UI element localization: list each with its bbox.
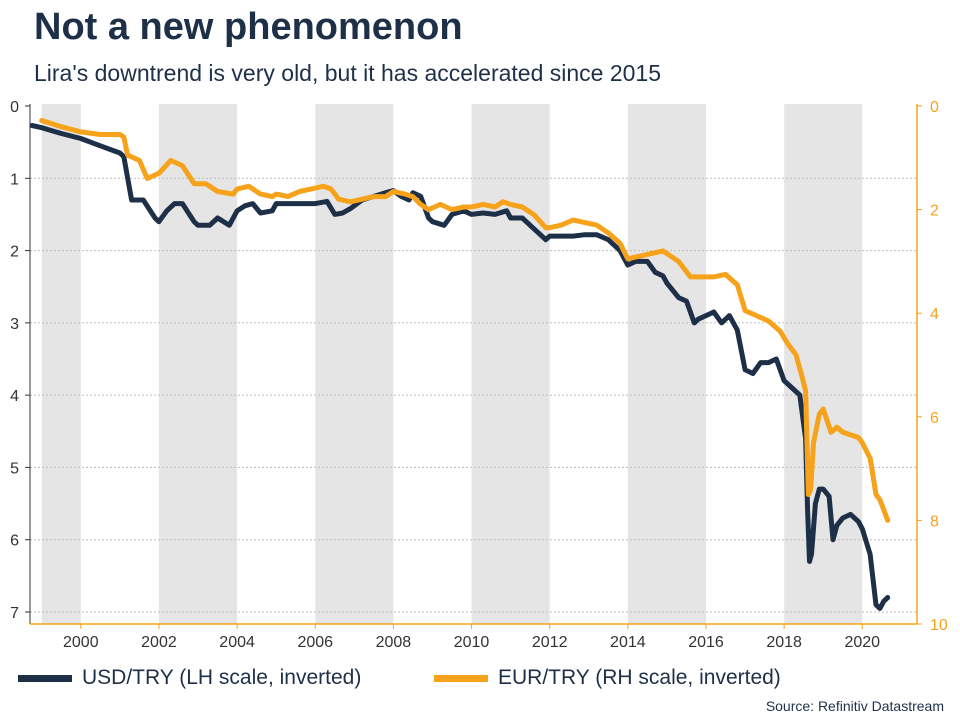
y-right-ticks: 0 2 4 6 8 10 [917, 99, 948, 634]
series-lines [29, 118, 891, 611]
x-tick-label-1: 2002 [141, 634, 177, 651]
x-tick-label-5: 2010 [454, 634, 490, 651]
y-left-tick-label-1: 1 [10, 171, 19, 188]
legend-swatch-usd [18, 674, 72, 682]
y-left-tick-label-7: 7 [10, 605, 19, 622]
shade-band-0 [41, 104, 81, 624]
y-left-tick-label-3: 3 [10, 316, 19, 333]
y-right-tick-label-5: 10 [930, 617, 948, 634]
legend-item-usd: USD/TRY (LH scale, inverted) [18, 666, 361, 690]
shade-band-3 [471, 104, 550, 624]
y-right-tick-label-1: 2 [930, 203, 939, 220]
y-left-tick-label-0: 0 [10, 99, 19, 116]
x-tick-label-7: 2014 [610, 634, 646, 651]
chart-subtitle: Lira's downtrend is very old, but it has… [34, 60, 662, 86]
source-note: Source: Refinitiv Datastream [765, 698, 944, 714]
y-left-tick-label-4: 4 [10, 388, 19, 405]
y-right-tick-label-2: 4 [930, 306, 939, 323]
x-tick-label-8: 2016 [688, 634, 724, 651]
y-left-ticks: 0 1 2 3 4 5 6 7 [10, 99, 30, 622]
y-right-tick-label-3: 6 [930, 410, 939, 427]
y-left-tick-label-5: 5 [10, 460, 19, 477]
y-left-tick-label-6: 6 [10, 533, 19, 550]
y-left-tick-label-2: 2 [10, 244, 19, 261]
legend-item-eur: EUR/TRY (RH scale, inverted) [434, 666, 781, 690]
y-right-tick-label-0: 0 [930, 99, 939, 116]
shaded-periods [41, 104, 863, 624]
legend-label-usd: USD/TRY (LH scale, inverted) [82, 666, 362, 689]
shade-band-4 [627, 104, 706, 624]
chart-title: Not a new phenomenon [34, 6, 463, 48]
legend-label-eur: EUR/TRY (RH scale, inverted) [498, 666, 781, 689]
x-tick-label-3: 2006 [297, 634, 333, 651]
series-line-eur-try [39, 118, 891, 523]
x-tick-label-0: 2000 [63, 634, 99, 651]
x-tick-label-9: 2018 [766, 634, 802, 651]
shade-band-5 [784, 104, 863, 624]
axes [29, 104, 918, 625]
x-tick-label-2: 2004 [219, 634, 255, 651]
shade-band-2 [315, 104, 394, 624]
x-tick-label-4: 2008 [376, 634, 412, 651]
x-tick-label-10: 2020 [844, 634, 880, 651]
legend-swatch-eur [434, 674, 488, 682]
x-tick-label-6: 2012 [532, 634, 568, 651]
x-axis-ticks: 2000 2002 2004 2006 2008 2010 2012 2014 2016 2018… [63, 624, 880, 651]
y-right-tick-label-4: 8 [930, 513, 939, 530]
series-line-usd-try [29, 123, 891, 611]
